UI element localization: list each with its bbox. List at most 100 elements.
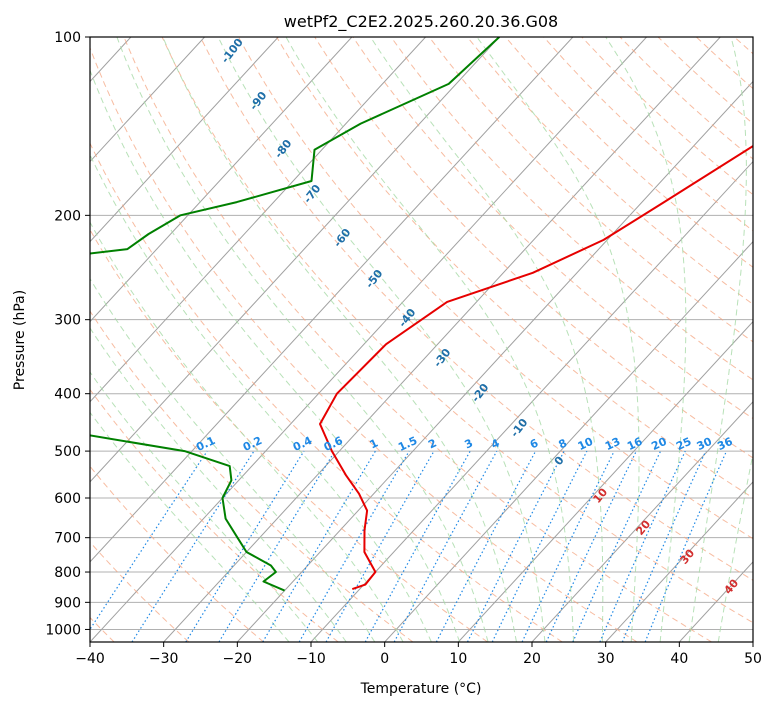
mixing-ratio-label: 6 [528,436,541,451]
moist-adiabat-line [90,221,404,642]
moist-adiabat-line [285,37,575,642]
isotherm-line [752,641,753,642]
dry-adiabat-label: -20 [469,381,492,405]
mixing-ratio-label: 20 [649,435,669,453]
y-tick-label: 100 [54,30,81,46]
mixing-ratio-line [644,450,728,642]
moist-adiabat-label: 10 [590,485,610,505]
isotherm-line [531,401,753,642]
dry-adiabat-label: -80 [272,137,295,161]
isotherm-line [457,320,753,642]
x-tick-label: 50 [744,651,762,667]
moist-adiabat-label: 40 [721,576,741,596]
mixing-ratio-line [90,450,208,631]
moist-adiabat-line [162,37,517,642]
isotherm-line [90,37,279,243]
mixing-ratio-label: 4 [489,436,502,451]
dry-adiabat-label: -50 [363,267,386,291]
dry-adiabat-line [352,37,753,420]
y-axis: 100 200 300 400 500 600 700 800 900 1000 [45,30,90,638]
moist-adiabat-line [90,68,461,642]
mixing-ratio-label: 36 [715,435,735,453]
mixing-ratio-line [131,450,255,642]
mixing-ratio-line [185,450,305,642]
mixing-ratio-line [521,450,615,642]
moist-adiabat-line [476,37,640,642]
plot-frame [89,36,754,643]
y-tick-label: 1000 [45,622,81,638]
dry-adiabat-line [734,37,753,55]
x-tick-label: 40 [670,651,688,667]
y-tick-label: 700 [54,531,81,547]
moist-adiabat-line [370,37,604,642]
dry-adiabat-line [657,37,753,125]
isotherm-line [384,240,753,642]
dry-adiabat-line [695,37,753,90]
y-tick-label: 600 [54,491,81,507]
mixing-ratio-label: 13 [603,435,622,453]
x-axis-label: Temperature (°C) [360,681,482,697]
temperature-profile [319,144,753,591]
y-tick-label: 200 [54,208,81,224]
dry-adiabat-line [123,37,712,642]
isotherm-line [163,37,721,642]
dewpoint-profile [90,37,500,592]
isotherm-line [236,80,753,642]
dry-adiabat-line [90,46,638,642]
moist-adiabat-line [605,37,687,642]
mixing-ratio-line [621,450,707,642]
moist-adiabat-line [90,277,376,642]
dry-adiabat-line [90,142,563,642]
dry-adiabat-line [619,37,753,160]
dry-adiabat-line [276,37,753,499]
mixing-ratio-label: 10 [576,435,596,453]
x-tick-label: −10 [296,651,326,667]
moist-adiabat-label: 20 [633,517,653,537]
x-tick-label: −40 [75,651,105,667]
mixing-ratio-label: 2 [426,436,438,451]
moist-adiabat-line [217,37,546,642]
y-tick-label: 500 [54,444,81,460]
y-tick-label: 900 [54,595,81,611]
y-tick-label: 300 [54,313,81,329]
isotherm-line [90,37,353,323]
mixing-ratio-line [262,450,376,642]
isotherm-line [0,37,57,642]
x-tick-label: 30 [597,651,615,667]
series-layer [90,37,753,592]
mixing-ratio-line [466,450,565,642]
dry-adiabat-line [428,37,753,343]
mixing-ratio-label: 16 [625,435,645,453]
dry-adiabat-line [314,37,753,459]
y-tick-label: 400 [54,387,81,403]
y-tick-label: 800 [54,565,81,581]
isotherm-line [90,37,647,642]
dry-adiabat-line [466,37,753,305]
isotherm-line [90,37,500,483]
x-axis: −40 −30 −20 −10 0 10 20 30 40 50 [75,642,762,667]
dry-adiabat-line [543,37,753,232]
mixing-ratio-line [572,450,662,642]
moist-adiabat-line [90,327,347,642]
dry-adiabat-label: -100 [219,36,246,66]
x-tick-label: −30 [149,651,179,667]
dry-adiabat-line [90,228,488,642]
isotherm-line [678,561,753,642]
moist-adiabat-line [688,37,747,642]
mixing-ratio-label: 25 [674,435,693,453]
moist-adiabat-label: 30 [677,546,697,566]
mixing-ratio-line [298,450,410,642]
grid-layer [0,37,753,642]
isotherm-line [90,37,205,163]
dry-adiabat-line [90,541,190,642]
dry-adiabat-label: -40 [396,306,419,330]
isotherm-line [605,481,753,642]
mixing-ratio-line [325,450,435,642]
mixing-ratio-label: 30 [695,435,715,453]
dry-adiabat-line [390,37,753,381]
moist-adiabat-line [90,153,432,642]
x-tick-label: 10 [449,651,467,667]
moist-adiabat-line [90,411,290,642]
dry-adiabat-line [581,37,753,196]
